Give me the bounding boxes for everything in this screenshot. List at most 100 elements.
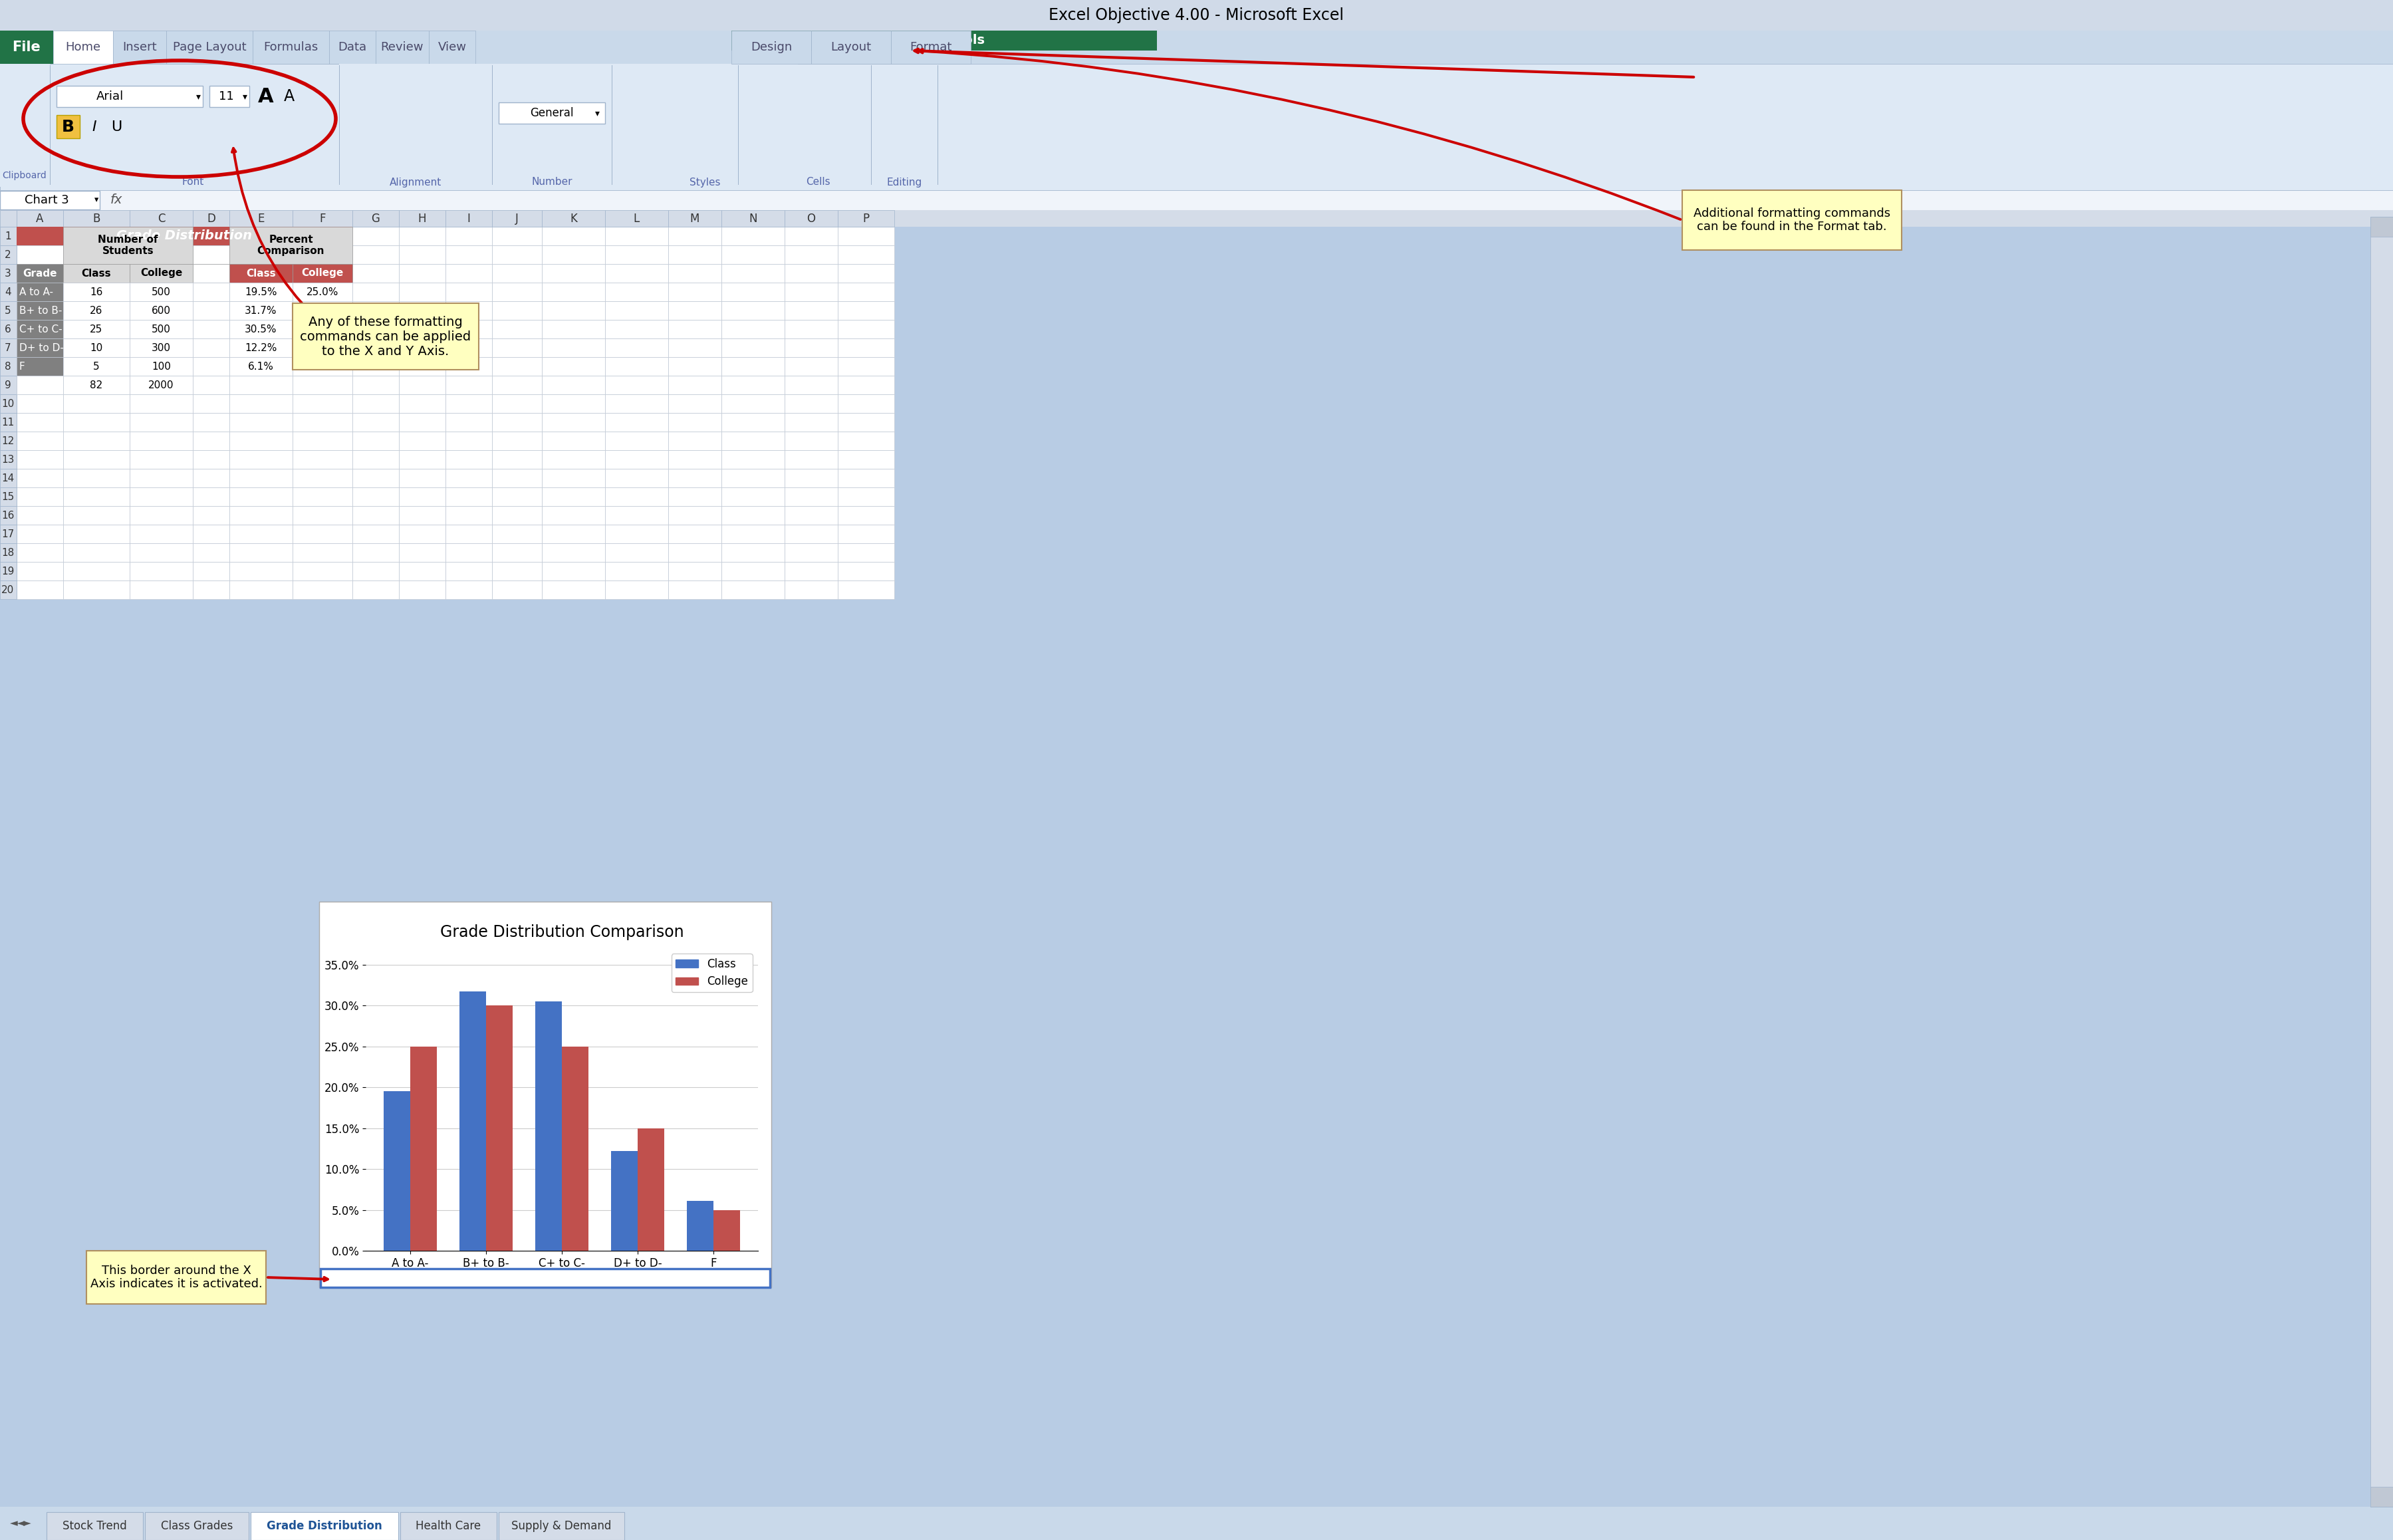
Bar (720, 413, 785, 431)
Bar (17, 209, 62, 226)
Bar (129, 320, 194, 339)
Bar (230, 302, 292, 320)
Bar (129, 507, 194, 525)
Bar (62, 302, 129, 320)
Bar (112, 31, 165, 63)
Bar (45, 1512, 144, 1540)
Bar (486, 1006, 512, 1250)
Bar (17, 339, 62, 357)
Bar (493, 468, 541, 487)
Text: Excel Objective 4.00 - Microsoft Excel: Excel Objective 4.00 - Microsoft Excel (1048, 8, 1345, 23)
Bar (211, 86, 249, 108)
Bar (605, 544, 668, 562)
Bar (230, 209, 292, 226)
Text: C: C (158, 213, 165, 225)
Bar (838, 339, 895, 357)
Bar (785, 431, 838, 450)
Text: F: F (318, 213, 325, 225)
Bar (0, 581, 17, 599)
Bar (785, 357, 838, 376)
Bar (17, 562, 62, 581)
Bar (541, 431, 605, 450)
Bar (230, 507, 292, 525)
Bar (352, 226, 400, 245)
Bar (605, 468, 668, 487)
Bar (194, 357, 230, 376)
Bar (838, 544, 895, 562)
Bar (17, 376, 62, 394)
Bar (292, 283, 352, 302)
Bar (445, 226, 493, 245)
Bar (400, 339, 445, 357)
Bar (720, 394, 785, 413)
Bar (251, 1512, 397, 1540)
Bar (17, 357, 62, 376)
Bar (292, 303, 479, 370)
Bar (129, 376, 194, 394)
Bar (445, 562, 493, 581)
Text: ▾: ▾ (196, 92, 201, 102)
Bar (785, 525, 838, 544)
Bar (17, 283, 62, 302)
Bar (838, 562, 895, 581)
Bar (0, 209, 2393, 226)
Bar (493, 245, 541, 263)
Bar (0, 450, 17, 468)
Text: 15.0%: 15.0% (306, 343, 337, 353)
Bar (0, 320, 17, 339)
Bar (62, 245, 129, 263)
Bar (62, 226, 129, 245)
Text: Supply & Demand: Supply & Demand (512, 1520, 613, 1532)
Text: 6.1%: 6.1% (249, 362, 273, 371)
Bar (194, 581, 230, 599)
Bar (292, 302, 352, 320)
Bar (129, 431, 194, 450)
Bar (62, 209, 129, 226)
Bar (0, 339, 17, 357)
Bar (194, 394, 230, 413)
Bar (0, 0, 2393, 31)
Bar (62, 413, 129, 431)
Bar (720, 357, 785, 376)
Bar (838, 376, 895, 394)
Bar (62, 320, 129, 339)
Bar (0, 376, 17, 394)
Bar (541, 263, 605, 283)
Bar (17, 339, 62, 357)
Bar (400, 209, 445, 226)
Bar (292, 376, 352, 394)
Bar (352, 581, 400, 599)
Text: A to A-: A to A- (19, 286, 53, 297)
Bar (292, 226, 352, 245)
Bar (194, 357, 230, 376)
Bar (668, 413, 720, 431)
Bar (352, 394, 400, 413)
Bar (129, 376, 194, 394)
Bar (383, 1092, 409, 1250)
Text: File: File (12, 40, 41, 54)
Bar (720, 487, 785, 507)
Bar (129, 468, 194, 487)
Bar (400, 263, 445, 283)
Bar (838, 394, 895, 413)
Text: 12.2%: 12.2% (244, 343, 278, 353)
Bar (230, 320, 292, 339)
Bar (0, 63, 50, 186)
Bar (445, 245, 493, 263)
Bar (321, 1269, 771, 1287)
Bar (687, 1201, 713, 1250)
Bar (17, 263, 62, 283)
Bar (292, 320, 352, 339)
Bar (230, 413, 292, 431)
Bar (194, 302, 230, 320)
Text: Stock Trend: Stock Trend (62, 1520, 127, 1532)
Bar (493, 487, 541, 507)
Bar (292, 263, 352, 283)
Bar (493, 562, 541, 581)
Bar (0, 191, 101, 209)
Bar (541, 339, 605, 357)
Bar (668, 544, 720, 562)
Text: 30.5%: 30.5% (244, 323, 278, 334)
Bar (720, 320, 785, 339)
Bar (194, 302, 230, 320)
